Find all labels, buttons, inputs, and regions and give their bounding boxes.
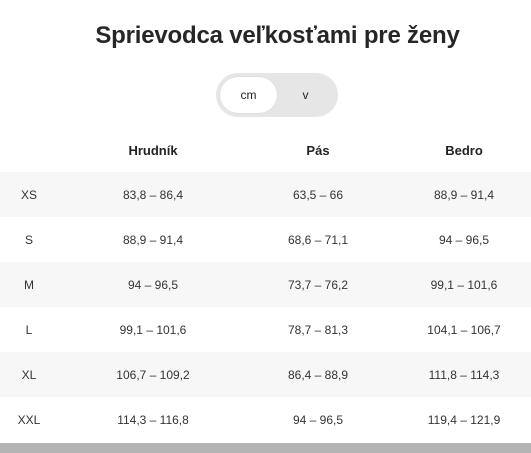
pas-value: 78,7 – 81,3 (248, 307, 388, 352)
unit-option-cm[interactable]: cm (220, 77, 277, 113)
bedro-value: 94 – 96,5 (388, 217, 531, 262)
hrudnik-value: 114,3 – 116,8 (58, 397, 248, 442)
page-title: Sprievodca veľkosťami pre ženy (95, 22, 460, 49)
hrudnik-value: 106,7 – 109,2 (58, 352, 248, 397)
bottom-divider (0, 443, 531, 453)
hrudnik-value: 88,9 – 91,4 (58, 217, 248, 262)
column-header-hrudnik: Hrudník (128, 142, 178, 158)
bedro-value: 119,4 – 121,9 (388, 397, 531, 442)
unit-option-inches[interactable]: v (302, 88, 309, 102)
unit-toggle: cm v (216, 73, 338, 117)
table-row: XS 83,8 – 86,4 63,5 – 66 88,9 – 91,4 (0, 172, 531, 217)
pas-value: 86,4 – 88,9 (248, 352, 388, 397)
table-row: XXL 114,3 – 116,8 94 – 96,5 119,4 – 121,… (0, 397, 531, 442)
pas-value: 63,5 – 66 (248, 172, 388, 217)
size-label: XL (0, 352, 58, 397)
hrudnik-value: 83,8 – 86,4 (58, 172, 248, 217)
bedro-value: 99,1 – 101,6 (388, 262, 531, 307)
hrudnik-value: 99,1 – 101,6 (58, 307, 248, 352)
bedro-value: 111,8 – 114,3 (388, 352, 531, 397)
size-label: S (0, 217, 58, 262)
table-row: L 99,1 – 101,6 78,7 – 81,3 104,1 – 106,7 (0, 307, 531, 352)
size-label: XS (0, 172, 58, 217)
size-chart-table: Hrudník Pás Bedro XS 83,8 – 86,4 63,5 – … (0, 128, 531, 442)
size-label: L (0, 307, 58, 352)
size-label: M (0, 262, 58, 307)
table-row: M 94 – 96,5 73,7 – 76,2 99,1 – 101,6 (0, 262, 531, 307)
pas-value: 68,6 – 71,1 (248, 217, 388, 262)
hrudnik-value: 94 – 96,5 (58, 262, 248, 307)
table-row: XL 106,7 – 109,2 86,4 – 88,9 111,8 – 114… (0, 352, 531, 397)
size-label: XXL (0, 397, 58, 442)
bedro-value: 88,9 – 91,4 (388, 172, 531, 217)
column-header-bedro: Bedro (445, 142, 483, 158)
table-row: S 88,9 – 91,4 68,6 – 71,1 94 – 96,5 (0, 217, 531, 262)
pas-value: 73,7 – 76,2 (248, 262, 388, 307)
pas-value: 94 – 96,5 (248, 397, 388, 442)
table-header-row: Hrudník Pás Bedro (0, 128, 531, 172)
column-header-pas: Pás (306, 142, 330, 158)
column-header-size (0, 128, 58, 172)
bedro-value: 104,1 – 106,7 (388, 307, 531, 352)
